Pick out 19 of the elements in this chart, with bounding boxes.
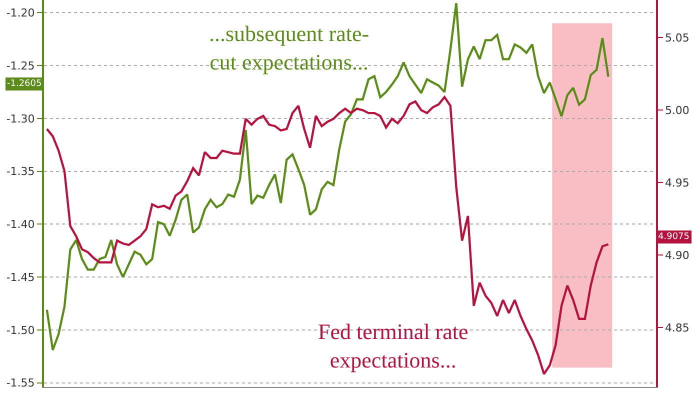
text: -1.2605 <box>7 79 42 89</box>
text: 4.9075 <box>658 232 690 242</box>
y2-tick-label: 4.95 <box>664 176 690 190</box>
y2-tick-label: 4.90 <box>664 248 690 262</box>
y-tick-label: -1.45 <box>6 270 35 284</box>
y-tick-label: -1.35 <box>6 165 35 178</box>
y-tick-label: -1.30 <box>6 112 35 126</box>
y-tick-label: -1.20 <box>6 6 35 20</box>
line-series <box>46 96 610 376</box>
y-tick-label: -1.25 <box>6 59 35 72</box>
y-tick-label: -1.50 <box>6 324 35 337</box>
y-tick-label: -1.40 <box>6 218 35 232</box>
y2-tick-label: 5.00 <box>664 104 690 118</box>
y2-tick-label: 4.85 <box>664 321 690 334</box>
annotation: Fed terminal rate expectations... <box>318 319 468 373</box>
y2-tick-label: 5.05 <box>664 32 690 45</box>
y-tick-label: -1.55 <box>6 376 35 390</box>
annotation: ...subsequent rate- cut expectations... <box>209 21 370 75</box>
line-series <box>46 2 610 352</box>
